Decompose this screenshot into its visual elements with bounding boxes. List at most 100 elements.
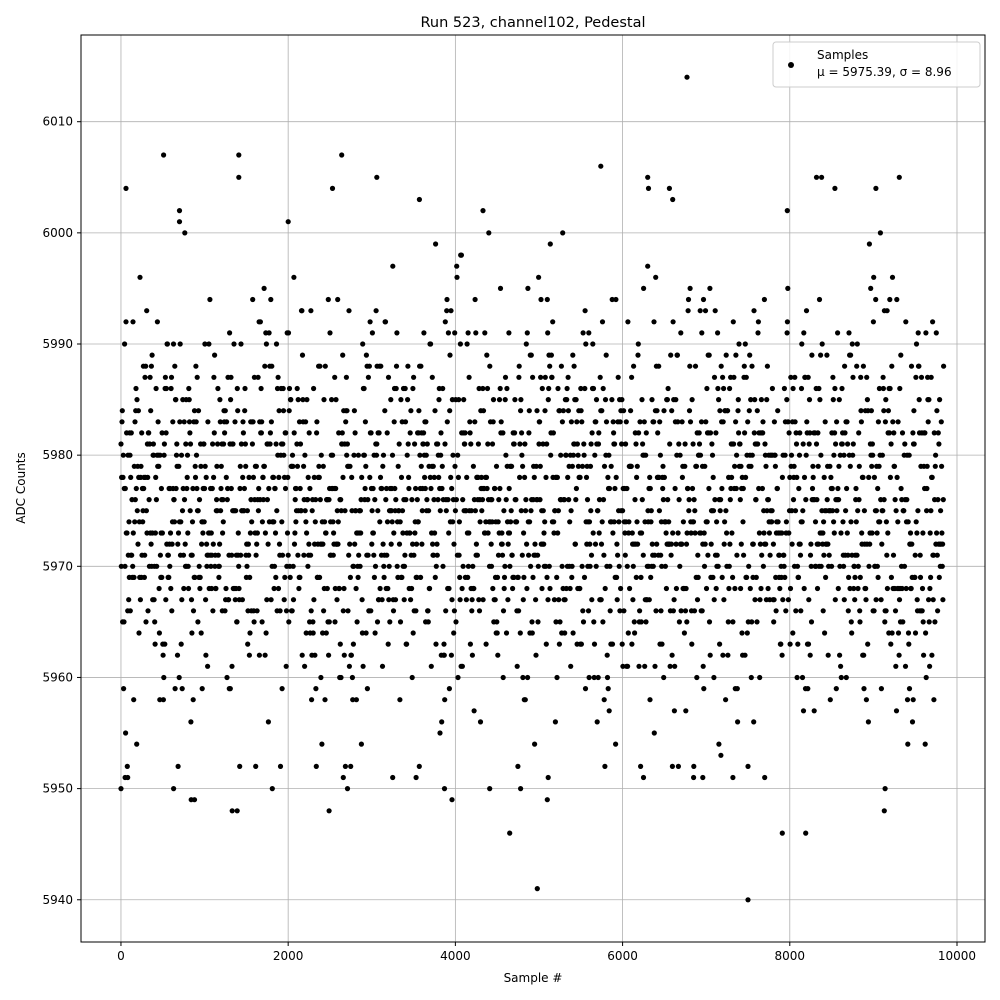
data-point	[542, 519, 548, 525]
data-point	[808, 619, 815, 625]
data-point	[413, 485, 419, 492]
data-point	[306, 541, 312, 547]
data-point	[652, 552, 658, 558]
data-point	[485, 441, 491, 447]
data-point	[274, 508, 280, 514]
data-point	[577, 474, 583, 480]
data-point	[569, 574, 575, 581]
data-point	[305, 563, 311, 569]
data-point	[829, 563, 835, 569]
data-point	[513, 497, 519, 503]
data-point	[325, 296, 331, 303]
data-point	[737, 497, 743, 503]
data-point	[254, 541, 260, 547]
data-point	[719, 485, 725, 492]
data-point	[889, 363, 895, 369]
data-point	[715, 385, 721, 392]
plot-frame	[80, 34, 986, 943]
data-point	[197, 585, 203, 592]
data-point	[793, 441, 800, 447]
data-point	[306, 430, 312, 436]
data-point	[408, 408, 414, 414]
data-point	[170, 419, 176, 425]
data-point	[765, 497, 772, 503]
data-point	[369, 508, 375, 514]
data-point	[732, 585, 738, 592]
data-point	[145, 474, 151, 480]
data-point	[715, 330, 721, 336]
y-tick-label: 5990	[42, 337, 73, 351]
data-point	[500, 430, 506, 436]
data-point	[785, 597, 792, 603]
data-point	[372, 497, 378, 503]
data-point	[818, 563, 824, 569]
data-point	[190, 485, 196, 492]
data-point	[593, 397, 600, 403]
data-point	[812, 519, 819, 525]
data-point	[573, 497, 579, 503]
data-point	[900, 619, 906, 625]
data-point	[729, 474, 735, 480]
data-point	[904, 697, 911, 703]
data-point	[632, 630, 638, 636]
data-point	[749, 363, 755, 369]
data-point	[752, 397, 758, 403]
data-point	[153, 474, 159, 480]
data-point	[439, 485, 445, 492]
data-point	[180, 552, 187, 558]
data-point	[465, 330, 471, 336]
data-point	[636, 663, 642, 669]
data-point	[195, 508, 201, 514]
data-point	[816, 296, 823, 303]
data-point	[586, 519, 593, 525]
y-tick-label: 5940	[42, 893, 73, 907]
data-point	[640, 552, 646, 558]
data-point	[684, 619, 690, 625]
data-point	[892, 497, 898, 503]
data-point	[332, 585, 338, 592]
data-point	[118, 563, 124, 569]
data-point	[317, 363, 323, 369]
data-point	[564, 397, 570, 403]
data-point	[363, 630, 369, 636]
data-point	[203, 597, 209, 603]
data-point	[126, 519, 132, 525]
data-point	[210, 608, 216, 614]
data-point	[787, 474, 793, 480]
data-point	[500, 608, 507, 614]
data-point	[477, 519, 483, 525]
data-point	[406, 474, 412, 480]
data-point	[308, 552, 314, 558]
data-point	[638, 763, 644, 770]
data-point	[349, 474, 355, 480]
data-point	[620, 663, 626, 669]
data-point	[538, 296, 544, 303]
data-point	[195, 408, 202, 414]
data-point	[350, 697, 356, 703]
data-point-outlier	[236, 152, 242, 158]
data-point	[285, 552, 291, 558]
data-point	[227, 330, 233, 336]
data-point	[910, 697, 916, 703]
data-point	[133, 385, 139, 392]
data-point	[132, 519, 138, 525]
data-point	[738, 463, 744, 469]
data-point	[502, 563, 508, 569]
data-point	[480, 597, 486, 603]
data-point	[927, 663, 933, 669]
data-point	[574, 419, 580, 425]
data-point	[855, 508, 861, 514]
data-point	[167, 563, 173, 569]
data-point	[689, 485, 696, 492]
data-point	[430, 463, 436, 469]
data-point	[353, 508, 359, 514]
data-point	[124, 530, 130, 536]
data-point-outlier	[176, 208, 183, 214]
data-point	[772, 452, 778, 458]
data-point	[322, 519, 328, 525]
data-point	[394, 330, 400, 336]
data-point	[655, 430, 661, 436]
data-point	[525, 674, 531, 681]
data-point	[676, 497, 682, 503]
data-point	[173, 452, 180, 458]
